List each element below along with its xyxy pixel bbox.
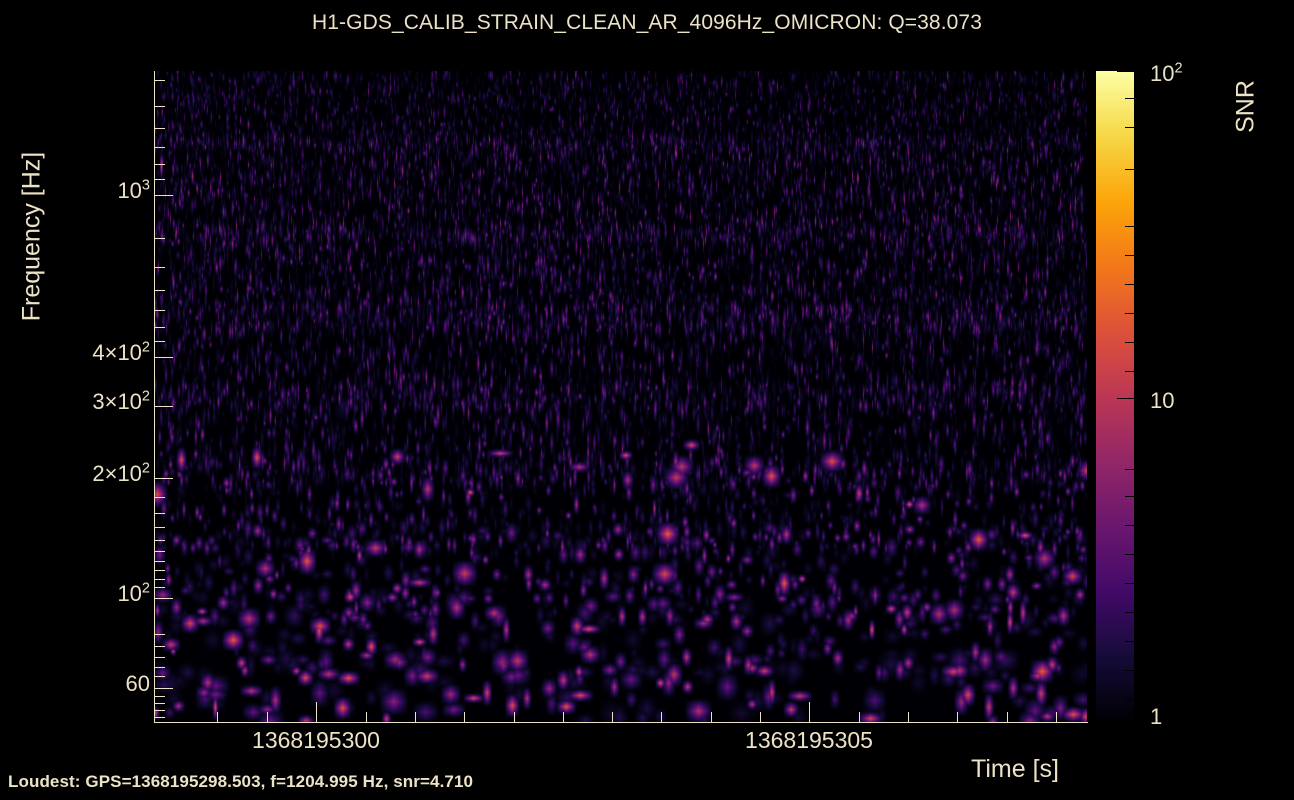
y-tick-minor bbox=[155, 710, 165, 711]
y-tick-minor bbox=[155, 290, 165, 291]
x-tick-minor bbox=[217, 712, 218, 722]
x-tick-minor bbox=[415, 712, 416, 722]
y-tick-minor bbox=[155, 540, 165, 541]
x-tick-minor bbox=[859, 712, 860, 722]
y-tick-major bbox=[155, 406, 173, 407]
y-tick-minor bbox=[155, 696, 165, 697]
x-tick-minor bbox=[1007, 712, 1008, 722]
colorbar-tick-minor bbox=[1125, 342, 1134, 343]
x-axis-title: Time [s] bbox=[971, 755, 1059, 783]
y-tick-major bbox=[155, 195, 173, 196]
x-tick-label: 1368195305 bbox=[745, 727, 873, 753]
x-tick-major bbox=[809, 702, 810, 722]
x-tick-minor bbox=[563, 712, 564, 722]
y-tick-major bbox=[155, 688, 173, 689]
y-tick-minor bbox=[155, 310, 165, 311]
y-tick-minor bbox=[155, 497, 165, 498]
colorbar-tick-minor bbox=[1125, 371, 1134, 372]
y-tick-major bbox=[155, 357, 173, 358]
y-tick-minor bbox=[155, 551, 165, 552]
x-tick-minor bbox=[366, 712, 367, 722]
y-tick-minor bbox=[155, 147, 165, 148]
y-tick-minor bbox=[155, 570, 165, 571]
y-axis-line bbox=[154, 71, 155, 723]
y-tick-minor bbox=[155, 128, 165, 129]
colorbar-tick-minor bbox=[1125, 612, 1134, 613]
spectrogram-plot-area[interactable] bbox=[155, 71, 1087, 722]
y-tick-minor bbox=[155, 587, 165, 588]
x-tick-minor bbox=[661, 712, 662, 722]
y-tick-label: 4×102 bbox=[92, 339, 150, 365]
y-tick-minor bbox=[155, 561, 165, 562]
x-tick-minor bbox=[957, 712, 958, 722]
y-tick-minor bbox=[155, 164, 165, 165]
colorbar-tick-minor bbox=[1125, 525, 1134, 526]
loudest-event-caption: Loudest: GPS=1368195298.503, f=1204.995 … bbox=[8, 772, 474, 791]
x-tick-minor bbox=[760, 712, 761, 722]
x-tick-minor bbox=[612, 712, 613, 722]
colorbar-tick-minor bbox=[1125, 313, 1134, 314]
colorbar-tick-minor bbox=[1125, 641, 1134, 642]
y-tick-minor bbox=[155, 634, 165, 635]
colorbar-tick-minor bbox=[1125, 255, 1134, 256]
y-tick-minor bbox=[155, 267, 165, 268]
colorbar-gradient bbox=[1096, 71, 1134, 722]
y-tick-minor bbox=[155, 667, 165, 668]
y-tick-minor bbox=[155, 80, 165, 81]
colorbar-tick-major bbox=[1117, 71, 1134, 72]
colorbar-tick-minor bbox=[1125, 127, 1134, 128]
x-axis-line bbox=[155, 722, 1088, 723]
y-tick-minor bbox=[155, 579, 165, 580]
spectrogram-image bbox=[155, 71, 1087, 722]
y-tick-minor bbox=[155, 513, 165, 514]
colorbar-tick-minor bbox=[1125, 169, 1134, 170]
y-tick-label: 102 bbox=[117, 580, 150, 606]
colorbar-tick-minor bbox=[1125, 554, 1134, 555]
x-tick-minor bbox=[514, 712, 515, 722]
colorbar-tick-major bbox=[1117, 722, 1134, 723]
y-tick-minor bbox=[155, 527, 165, 528]
y-tick-minor bbox=[155, 341, 165, 342]
y-tick-label: 103 bbox=[117, 177, 150, 203]
y-tick-minor bbox=[155, 179, 165, 180]
y-tick-minor bbox=[155, 676, 165, 677]
y-tick-minor bbox=[155, 238, 165, 239]
figure-title: H1-GDS_CALIB_STRAIN_CLEAN_AR_4096Hz_OMIC… bbox=[312, 11, 982, 34]
y-tick-major bbox=[155, 598, 173, 599]
y-axis-title: Frequency [Hz] bbox=[17, 151, 46, 322]
colorbar-tick-minor bbox=[1125, 699, 1134, 700]
x-tick-label: 1368195300 bbox=[252, 727, 380, 753]
x-tick-minor bbox=[1056, 712, 1057, 722]
colorbar-tick-minor bbox=[1125, 496, 1134, 497]
colorbar-tick-minor bbox=[1125, 226, 1134, 227]
colorbar[interactable] bbox=[1096, 71, 1134, 723]
y-tick-major bbox=[155, 478, 173, 479]
y-tick-label: 3×102 bbox=[92, 388, 150, 414]
y-tick-minor bbox=[155, 717, 165, 718]
colorbar-tick-major bbox=[1117, 398, 1134, 399]
colorbar-tick-minor bbox=[1125, 98, 1134, 99]
colorbar-tick-minor bbox=[1125, 284, 1134, 285]
colorbar-tick-minor bbox=[1125, 469, 1134, 470]
colorbar-tick-minor bbox=[1125, 670, 1134, 671]
y-tick-minor bbox=[155, 657, 165, 658]
y-tick-label: 60 bbox=[125, 671, 150, 696]
colorbar-title: SNR bbox=[1231, 80, 1260, 133]
x-tick-minor bbox=[908, 712, 909, 722]
colorbar-tick-label: 1 bbox=[1150, 704, 1163, 729]
y-tick-label: 2×102 bbox=[92, 460, 150, 486]
x-tick-minor bbox=[464, 712, 465, 722]
y-tick-minor bbox=[155, 703, 165, 704]
colorbar-tick-label: 10 bbox=[1150, 388, 1175, 413]
y-tick-minor bbox=[155, 327, 165, 328]
x-tick-minor bbox=[711, 712, 712, 722]
y-tick-minor bbox=[155, 646, 165, 647]
x-tick-minor bbox=[267, 712, 268, 722]
y-tick-minor bbox=[155, 106, 165, 107]
x-tick-major bbox=[316, 702, 317, 722]
colorbar-tick-minor bbox=[1125, 583, 1134, 584]
colorbar-tick-label: 102 bbox=[1150, 60, 1183, 86]
